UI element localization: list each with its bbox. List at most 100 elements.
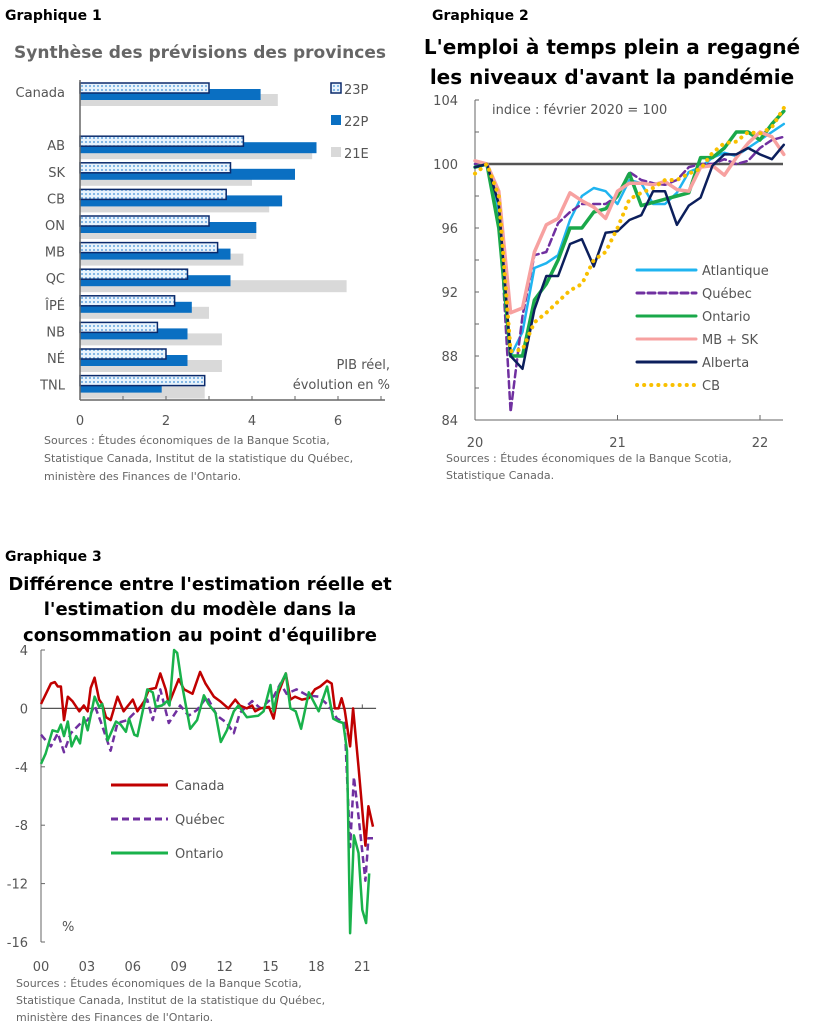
legend-swatch-22P xyxy=(331,115,341,125)
bar-22P-SK xyxy=(80,168,295,180)
chart3-title-line3: consommation au point d'équilibre xyxy=(23,625,377,646)
x-tick-label: 18 xyxy=(308,960,325,975)
chart3-source-1: Sources : Études économiques de la Banqu… xyxy=(16,977,302,990)
x-tick-label: 15 xyxy=(262,960,279,975)
chart3-source-2: Statistique Canada, Institut de la stati… xyxy=(16,994,325,1007)
bar-23P-SK xyxy=(79,162,232,174)
bar-23P-NÉ xyxy=(79,348,167,360)
category-label: ÎPÉ xyxy=(44,298,65,314)
legend-label-22P: 22P xyxy=(344,115,369,130)
chart2-source-2: Statistique Canada. xyxy=(446,469,554,482)
category-label: TNL xyxy=(39,379,66,394)
y-tick-label: 96 xyxy=(441,222,458,237)
category-label: NÉ xyxy=(47,351,65,367)
bar-22P-MB xyxy=(80,248,231,260)
legend-label-MB + SK: MB + SK xyxy=(702,333,759,348)
legend-label-23P: 23P xyxy=(344,83,369,98)
chart1-label: Graphique 1 xyxy=(5,8,102,24)
chart3-source-3: ministère des Finances de l'Ontario. xyxy=(16,1011,213,1023)
legend-label-Ontario: Ontario xyxy=(702,310,750,325)
y-tick-label: -8 xyxy=(15,819,28,834)
x-tick-label: 06 xyxy=(125,960,142,975)
chart1-unit-note-1: PIB réel, xyxy=(336,358,390,373)
chart1-plot: Canada AB SK CB ON MB QC ÎPÉ NB NÉ TNL 0 2 4 6 23P 22P 21… xyxy=(16,80,385,429)
y-tick-label: -4 xyxy=(15,761,28,776)
category-label: QC xyxy=(46,272,65,287)
y-tick-label: -16 xyxy=(7,936,28,951)
legend-label-Québec: Québec xyxy=(702,287,752,302)
bar-23P-CB xyxy=(79,188,227,201)
line-Ontario xyxy=(39,648,371,935)
category-label: CB xyxy=(47,192,65,207)
bar-22P-NÉ xyxy=(80,355,188,366)
chart3-title-line2: l'estimation du modèle dans la xyxy=(44,599,356,620)
y-tick-label: 100 xyxy=(433,158,458,173)
y-tick-label: -12 xyxy=(7,878,28,893)
chart3-ylabel: % xyxy=(62,920,74,935)
chart2-label: Graphique 2 xyxy=(432,8,529,24)
category-label: ON xyxy=(45,219,65,234)
line-Alberta xyxy=(473,143,786,371)
legend-swatch-21E xyxy=(331,147,341,157)
category-label: AB xyxy=(47,139,65,154)
legend-swatch-23P xyxy=(330,82,342,94)
x-tick-label: 09 xyxy=(170,960,187,975)
bar-23P-QC xyxy=(79,268,189,280)
chart2-title-line1: L'emploi à temps plein a regagné xyxy=(424,35,800,59)
bar-22P-CB xyxy=(80,195,283,207)
bar-22P-ÎPÉ xyxy=(80,301,192,313)
chart1-source-3: ministère des Finances de l'Ontario. xyxy=(44,470,241,483)
bar-23P-AB xyxy=(79,135,245,147)
legend-label-Ontario: Ontario xyxy=(175,847,223,862)
x-tick-label: 4 xyxy=(248,414,256,429)
y-tick-label: 104 xyxy=(433,94,458,109)
y-tick-label: 88 xyxy=(441,350,458,365)
bar-23P-MB xyxy=(79,241,219,254)
chart3-title-line1: Différence entre l'estimation réelle et xyxy=(8,574,392,595)
chart3-label: Graphique 3 xyxy=(5,549,102,565)
category-label: SK xyxy=(48,166,65,181)
chart1-title: Synthèse des prévisions des provinces xyxy=(14,43,386,63)
line-MB + SK xyxy=(473,130,786,315)
chart2-note: indice : février 2020 = 100 xyxy=(492,103,667,118)
line-CB xyxy=(473,106,786,354)
x-tick-label: 21 xyxy=(354,960,371,975)
y-tick-label: 4 xyxy=(20,644,28,659)
bar-22P-NB xyxy=(80,328,188,340)
legend-label-CB: CB xyxy=(702,379,720,394)
bar-23P-ÎPÉ xyxy=(79,295,176,307)
bar-23P-ON xyxy=(79,215,210,227)
chart2-title-line2: les niveaux d'avant la pandémie xyxy=(430,65,794,89)
bar-22P-TNL xyxy=(80,381,162,393)
x-tick-label: 22 xyxy=(752,436,769,451)
x-tick-label: 12 xyxy=(216,960,233,975)
chart1-unit-note-2: évolution en % xyxy=(293,378,390,393)
chart2-plot: 104 100 96 92 88 84 20 21 22 Atlantique Québec Onta… xyxy=(433,94,786,451)
x-tick-label: 2 xyxy=(162,414,170,429)
category-label: NB xyxy=(46,325,65,340)
x-tick-label: 6 xyxy=(334,414,342,429)
line-Ontario xyxy=(473,109,786,358)
legend-label-21E: 21E xyxy=(344,147,369,162)
category-label: MB xyxy=(45,246,65,261)
chart1-source-2: Statistique Canada, Institut de la stati… xyxy=(44,452,353,465)
chart2-source-1: Sources : Études économiques de la Banqu… xyxy=(446,452,732,465)
category-label: Canada xyxy=(16,86,65,101)
bar-22P-QC xyxy=(80,275,231,287)
chart1-source-1: Sources : Études économiques de la Banqu… xyxy=(44,434,330,447)
line-Canada xyxy=(39,670,375,847)
bar-23P-NB xyxy=(79,321,159,334)
legend-label-Québec: Québec xyxy=(175,813,225,828)
x-tick-label: 21 xyxy=(609,436,626,451)
x-tick-label: 03 xyxy=(79,960,96,975)
bar-22P-ON xyxy=(80,222,257,233)
bar-23P-Canada xyxy=(79,82,210,94)
bar-22P-AB xyxy=(80,142,317,154)
legend-label-Canada: Canada xyxy=(175,779,224,794)
legend-label-Atlantique: Atlantique xyxy=(702,264,769,279)
legend-label-Alberta: Alberta xyxy=(702,356,749,371)
chart3-plot: 4 0 -4 -8 -12 -16 00 03 06 09 12 15 18 21 Canada Québec… xyxy=(7,644,377,975)
x-tick-label: 0 xyxy=(76,414,84,429)
bar-23P-TNL xyxy=(79,374,206,387)
